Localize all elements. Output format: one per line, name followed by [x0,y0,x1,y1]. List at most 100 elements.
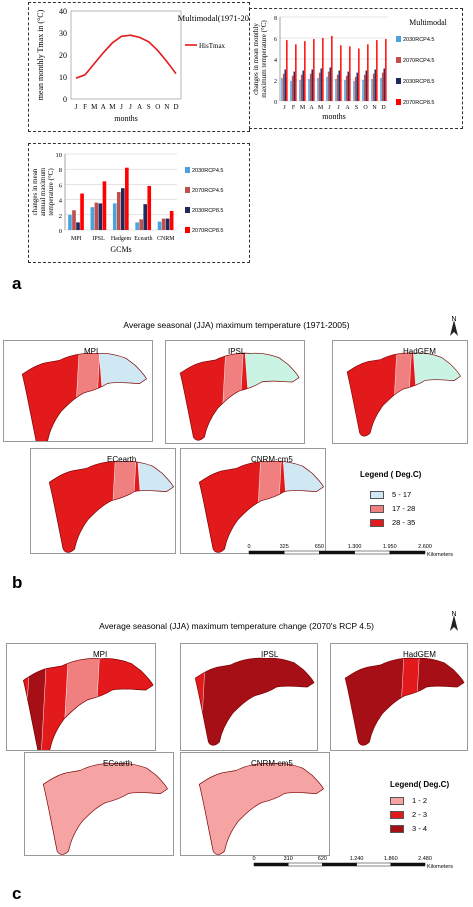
gcm-bar-chart-svg: 0 2 4 6 8 10 MPI IPSL Hadgem Ecearth CNRM GCMs 2030R… [31,152,224,254]
bar [374,69,376,101]
bar [157,221,162,230]
map-region [136,461,174,553]
y-tick-label: 0 [63,95,67,104]
map-region [49,461,174,553]
x-tick-label: M [318,105,324,111]
legend-label: 2030RCP8.5 [403,79,435,85]
x-tick-label: O [155,103,160,111]
map-svg [198,762,324,855]
map-panel-ipsl: IPSL [165,340,305,444]
map-title: HadGEM [403,347,436,356]
bar [161,218,166,230]
bar [304,41,306,101]
bar [116,192,121,230]
x-tick-label: F [292,105,296,111]
x-tick-label: A [101,103,106,111]
map-title: IPSL [261,650,279,659]
map-region [61,658,101,754]
scale-segment [389,550,426,555]
x-tick-label: CNRM [157,236,175,242]
bar [143,204,148,230]
bar [340,45,342,101]
map-svg [198,460,324,553]
bar [290,81,292,101]
bar [317,77,319,101]
scale-segment [356,862,392,867]
bar [309,73,312,101]
panel-c-scale-bar: 0 310 620 1.240 1.860 2.480 Kilometers [250,852,465,872]
bar [381,72,384,101]
panel-b-legend-item: 5 - 17 [370,490,411,499]
bar [165,218,170,230]
panel-c-north-arrow: N [446,611,462,635]
y-tick-label: 10 [56,152,63,159]
bar [349,46,351,101]
bar [335,78,337,101]
bar [371,78,373,101]
legend-swatch [390,824,404,833]
scale-segment [248,550,285,555]
y-tick-label: 0 [59,228,62,235]
map-region [43,763,168,855]
map-region [345,658,465,746]
map-region [199,461,324,553]
y-axis-label: mean monthly Tmax in (°C) [36,9,45,100]
figure-label-a: a [12,274,22,293]
y-tick-label: 4 [274,58,277,64]
y-tick-label: 8 [274,16,277,22]
bar [353,81,355,101]
x-tick-label: IPSL [92,236,105,242]
chart-title: Multimodal(1971-2005) [178,13,249,23]
x-tick-label: N [164,103,169,111]
bar [367,44,369,101]
x-tick-label: MPI [71,236,82,242]
bar [376,40,378,101]
scale-segment [390,862,426,867]
x-tick-label: M [91,103,98,111]
bar [329,67,331,101]
map-outline [344,657,465,746]
legend-swatch [370,518,384,527]
y-tick-label: 4 [59,198,63,205]
map-svg [48,460,174,553]
legend-swatch [185,167,190,173]
x-tick-label: J [283,105,286,111]
y-axis-label: annual maximum [39,167,47,216]
bar [94,202,99,230]
map-panel-cnrm-cm5: CNRM-cm5 [180,448,326,554]
y-tick-label: 20 [59,51,67,60]
scale-segment [354,550,391,555]
map-region [199,763,324,855]
map-panel-ecearth: ECearth [30,448,176,554]
x-tick-label: Hadgem [111,236,132,242]
legend-swatch [390,810,404,819]
legend-label: HisTmax [199,42,226,50]
scale-tick-label: 1.300 [348,544,362,550]
figure-label-c: c [12,884,22,903]
panel-c-legend-title: Legend( Deg.C) [390,780,450,789]
map-title: MPI [93,650,108,659]
scale-tick-label: 1.240 [350,856,364,862]
bar [302,70,304,101]
scale-segment [319,550,355,555]
panel-c-title: Average seasonal (JJA) maximum temperatu… [99,621,374,631]
panel-b-title: Average seasonal (JJA) maximum temperatu… [123,320,350,330]
bar [293,71,295,101]
panel-c-legend-item: 1 - 2 [390,796,427,805]
bar [98,203,103,230]
bar [327,71,330,101]
bar [362,80,364,101]
map-outline [346,352,461,437]
map-title: MPI [84,347,99,356]
map-title: ECearth [107,455,137,464]
bar [363,74,366,101]
scale-tick-label: 0 [252,856,255,862]
map-svg [179,352,300,441]
bar [356,72,358,101]
bar [300,74,303,101]
map-svg [21,352,147,445]
legend-swatch [396,57,401,63]
panel-c-legend-item: 2 - 3 [390,810,427,819]
bar [90,207,95,230]
map-outline [48,460,174,553]
